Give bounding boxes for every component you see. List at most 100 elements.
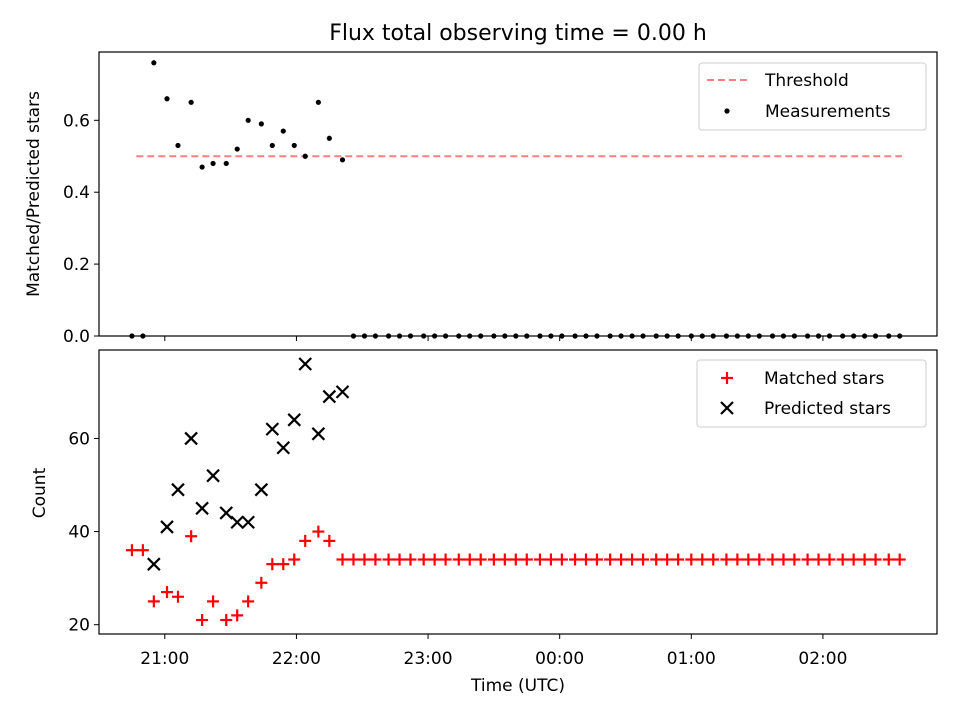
top-y-axis-label: Matched/Predicted stars — [24, 91, 44, 297]
matched-point — [823, 553, 836, 566]
top-axes-frame — [98, 51, 938, 337]
predicted-point — [206, 468, 220, 483]
predicted-point — [322, 389, 337, 404]
predicted-point — [230, 515, 244, 530]
bottom-y-tick-label: 40 — [68, 523, 90, 543]
matched-point — [428, 553, 441, 566]
predicted-point — [171, 482, 185, 497]
matched-point — [439, 553, 452, 566]
matched-point — [626, 553, 639, 566]
measurement-point — [339, 157, 346, 163]
matched-point — [452, 553, 465, 566]
matched-point — [869, 553, 882, 566]
matched-point — [312, 525, 325, 538]
chart-title: Flux total observing time = 0.00 h — [329, 21, 707, 46]
matched-point — [255, 576, 268, 589]
matched-point — [299, 534, 312, 547]
matched-point — [847, 553, 860, 566]
bottom-plot-area — [125, 357, 906, 627]
matched-point — [544, 553, 557, 566]
matched-point — [196, 614, 209, 627]
matched-point — [369, 553, 382, 566]
top-x-ticks — [164, 336, 824, 341]
matched-point — [393, 553, 406, 566]
top-y-tick-label: 0.2 — [63, 255, 90, 275]
matched-point — [615, 553, 628, 566]
matched-point — [125, 544, 138, 557]
matched-point — [569, 553, 582, 566]
matched-point — [171, 590, 184, 603]
matched-point — [893, 553, 906, 566]
matched-point — [661, 553, 674, 566]
bottom-y-axis-label: Count — [30, 467, 50, 518]
matched-point — [580, 553, 593, 566]
predicted-point — [147, 557, 161, 571]
predicted-legend-swatch — [720, 401, 734, 415]
predicted-point — [219, 506, 234, 520]
matched-point — [277, 558, 290, 571]
top-legend: Threshold Measurements — [698, 62, 927, 131]
matched-point — [358, 553, 371, 566]
predicted-point — [195, 501, 209, 516]
predicted-point — [287, 413, 302, 427]
x-tick-label: 23:00 — [404, 649, 453, 669]
matched-point — [777, 553, 790, 566]
matched-point — [720, 553, 733, 566]
matched-point — [498, 553, 511, 566]
predicted-point — [265, 422, 280, 436]
measurement-point — [151, 60, 157, 66]
x-axis-label: Time (UTC) — [470, 676, 565, 696]
predicted-point — [311, 427, 326, 441]
matched-point — [185, 530, 198, 543]
bottom-y-tick-label: 20 — [68, 616, 90, 636]
matched-point — [766, 553, 779, 566]
matched-point — [382, 553, 395, 566]
matched-point — [231, 609, 244, 622]
matched-point — [136, 544, 149, 557]
measurement-point — [326, 135, 332, 141]
bottom-y-ticks: 20 40 60 — [68, 429, 99, 636]
top-y-tick-label: 0.4 — [63, 183, 90, 203]
matched-point — [207, 595, 220, 608]
matched-point — [266, 558, 279, 571]
matched-point — [288, 553, 301, 566]
measurement-point — [164, 96, 170, 102]
measurement-point — [315, 99, 321, 105]
matched-point — [336, 553, 349, 566]
matched-legend-swatch — [721, 372, 733, 384]
measurement-point — [291, 142, 297, 149]
x-tick-label: 01:00 — [667, 649, 716, 669]
matched-point — [788, 553, 801, 566]
matched-point — [323, 534, 336, 547]
predicted-point — [241, 515, 255, 530]
matched-point — [650, 553, 663, 566]
matched-point — [417, 553, 430, 566]
matched-point — [242, 595, 255, 608]
matched-point — [801, 553, 814, 566]
top-plot-area — [129, 60, 903, 339]
matched-point — [520, 553, 533, 566]
predicted-point — [276, 440, 291, 455]
matched-point — [812, 553, 825, 566]
matched-point — [836, 553, 849, 566]
measurement-point — [302, 153, 308, 159]
matched-point — [742, 553, 755, 566]
measurements-legend-swatch — [724, 108, 730, 114]
top-legend-box — [698, 62, 927, 131]
x-tick-label: 21:00 — [140, 649, 189, 669]
measurement-point — [188, 99, 194, 105]
measurement-point — [280, 128, 286, 134]
predicted-point — [184, 431, 198, 446]
x-tick-label: 02:00 — [798, 649, 847, 669]
bottom-axes-frame — [98, 349, 938, 635]
matched-point — [404, 553, 417, 566]
top-y-ticks: 0.0 0.2 0.4 0.6 — [63, 111, 99, 347]
threshold-legend-label: Threshold — [764, 71, 849, 91]
matched-point — [685, 553, 698, 566]
matched-point — [858, 553, 871, 566]
measurement-point — [199, 164, 205, 170]
matched-point — [753, 553, 766, 566]
x-tick-label: 00:00 — [535, 649, 584, 669]
matched-point — [161, 586, 174, 599]
